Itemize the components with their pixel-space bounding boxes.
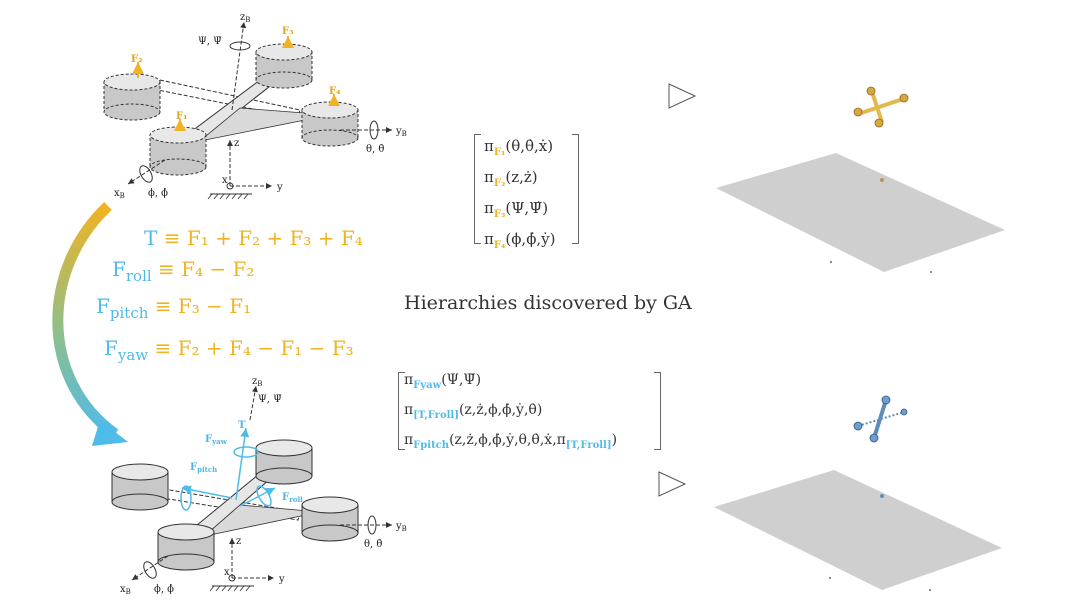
equation-roll: Froll ≡ F₄ − F₂ xyxy=(112,257,255,285)
world-z-label: z xyxy=(234,138,239,149)
bottom-quadrotor: T Fyaw Fpitch Froll zB Ψ, Ψ̇ yB θ, θ̇ xB… xyxy=(111,376,407,596)
force-label-f3: F₃ xyxy=(282,26,293,37)
top-simulation xyxy=(668,83,1005,273)
matrix-row: πFyaw(Ψ,Ψ̇) xyxy=(404,372,482,391)
axis-label-zb: zB xyxy=(240,12,250,24)
axis-label-yb: yB xyxy=(395,126,407,138)
rotor-2 xyxy=(103,73,161,121)
ground-plane xyxy=(716,153,1005,272)
matrix-bracket-right xyxy=(654,372,661,450)
force-label-fpitch: Fpitch xyxy=(190,462,217,474)
bottom-policy-matrix: πFyaw(Ψ,Ψ̇) π[T,Froll](z,ż,ϕ,ϕ̇,ẏ,θ̇) πF… xyxy=(404,368,617,457)
rotor-1 xyxy=(149,126,207,176)
rotor-2-bottom xyxy=(111,463,169,511)
axis-label-psi-bottom: Ψ, Ψ̇ xyxy=(258,394,282,405)
matrix-row: πF₄(ϕ,ϕ̇,ẏ) xyxy=(484,230,556,251)
axis-label-yb-bottom: yB xyxy=(395,521,407,533)
matrix-row: πF₃(Ψ,Ψ̇) xyxy=(484,199,549,220)
axis-label-xb-bottom: xB xyxy=(120,584,131,596)
caption: Hierarchies discovered by GA xyxy=(404,292,692,314)
force-label-fyaw: Fyaw xyxy=(205,434,228,446)
transformation-arrow xyxy=(52,201,128,446)
equation-thrust: T ≡ F₁ + F₂ + F₃ + F₄ xyxy=(144,226,363,250)
world-x-label: x xyxy=(222,175,228,186)
matrix-bracket-right xyxy=(572,134,579,244)
axis-label-theta: θ, θ̇ xyxy=(366,144,384,155)
axis-label-psi: Ψ, Ψ̇ xyxy=(198,36,222,47)
play-icon xyxy=(668,83,697,109)
rotor-4 xyxy=(301,101,359,147)
axis-label-phi: ϕ, ϕ̇ xyxy=(148,188,168,199)
force-label-f4: F₄ xyxy=(329,86,341,97)
top-policy-matrix: πF₁(θ,θ̇,ẋ) πF₂(z,ż) πF₃(Ψ,Ψ̇) πF₄(ϕ,ϕ̇,… xyxy=(484,134,556,258)
axis-label-xb: xB xyxy=(114,188,125,200)
force-label-f1: F₁ xyxy=(176,111,187,122)
rotor-1-bottom xyxy=(157,523,215,571)
equation-pitch: Fpitch ≡ F₃ − F₁ xyxy=(96,294,252,322)
rotor-3 xyxy=(255,43,313,89)
force-label-f2: F₂ xyxy=(131,54,142,65)
matrix-row: πFpitch(z,ż,ϕ,ϕ̇,ẏ,θ,θ̇,ẋ,π[T,Froll]) xyxy=(404,431,618,451)
world-y-label-bottom: y xyxy=(278,574,285,585)
matrix-bracket-left xyxy=(474,134,481,244)
bottom-simulation xyxy=(658,395,1002,591)
force-label-froll: Froll xyxy=(282,492,303,504)
world-z-label-bottom: z xyxy=(236,536,241,547)
axis-label-zb-bottom: zB xyxy=(252,376,262,388)
world-x-label-bottom: x xyxy=(224,567,230,578)
matrix-bracket-left xyxy=(398,372,405,450)
world-y-label: y xyxy=(276,182,283,193)
rotor-3-bottom xyxy=(255,439,313,485)
force-label-t: T xyxy=(238,420,246,431)
play-icon xyxy=(658,471,687,497)
axis-label-phi-bottom: ϕ, ϕ̇ xyxy=(154,584,174,595)
rotor-4-bottom xyxy=(301,496,359,542)
matrix-row: πF₁(θ,θ̇,ẋ) xyxy=(484,137,554,158)
top-quadrotor: F₂ F₃ F₄ F₁ zB Ψ, Ψ̇ yB θ, θ̇ xB ϕ, ϕ̇ z… xyxy=(103,12,407,200)
equation-yaw: Fyaw ≡ F₂ + F₄ − F₁ − F₃ xyxy=(104,336,354,364)
ground-plane xyxy=(714,470,1002,590)
matrix-row: π[T,Froll](z,ż,ϕ,ϕ̇,ẏ,θ̇) xyxy=(404,401,543,421)
matrix-row: πF₂(z,ż) xyxy=(484,168,538,189)
axis-label-theta-bottom: θ, θ̇ xyxy=(364,539,382,550)
